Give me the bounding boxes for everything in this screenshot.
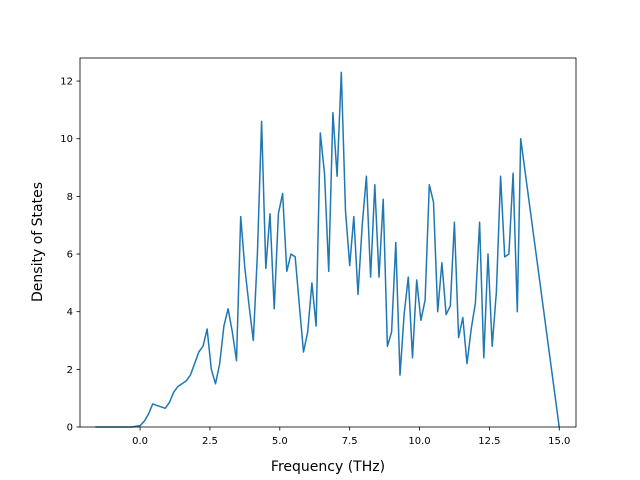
y-tick-label: 12 [60,77,73,88]
x-tick-label: 0.0 [132,436,148,447]
y-axis-ticks: 0 2 4 6 8 10 12 [60,77,80,434]
y-tick-label: 0 [67,423,73,434]
dos-series-line [95,71,560,428]
x-tick-label: 2.5 [202,436,218,447]
plot-area [95,71,560,428]
y-axis-label: Density of States [30,182,46,302]
x-tick-label: 7.5 [342,436,358,447]
y-tick-label: 6 [67,250,73,261]
x-tick-label: 5.0 [272,436,288,447]
x-axis-label: Frequency (THz) [271,459,385,475]
x-tick-label: 10.0 [408,436,430,447]
y-tick-label: 8 [67,192,73,203]
y-tick-label: 4 [67,307,73,318]
x-tick-label: 12.5 [478,436,500,447]
x-tick-label: 15.0 [548,436,570,447]
y-tick-label: 2 [67,365,73,376]
y-tick-label: 10 [60,134,73,145]
axes-frame [79,57,577,428]
x-axis-ticks: 0.0 2.5 5.0 7.5 10.0 12.5 15.0 [132,427,570,447]
